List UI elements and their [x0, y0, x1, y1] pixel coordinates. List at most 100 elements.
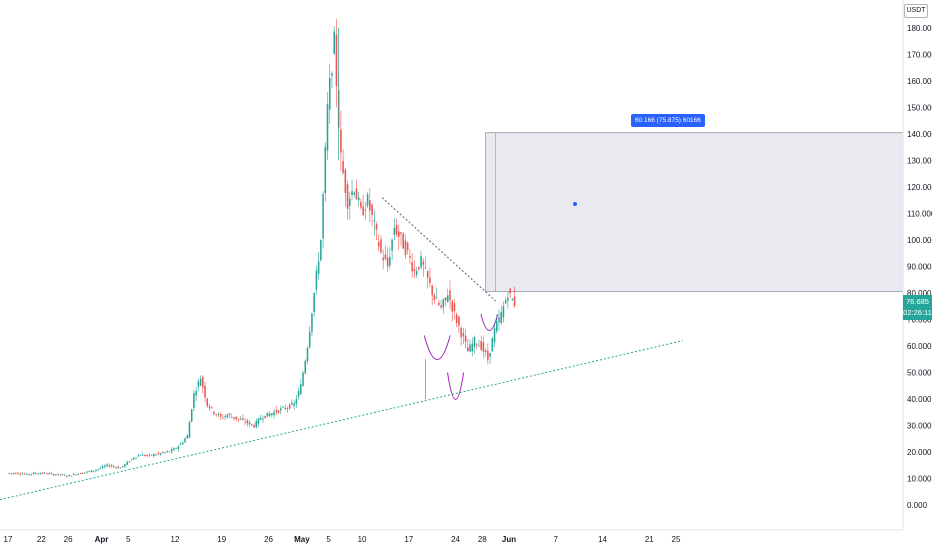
- price-tick-label: 100.000: [907, 236, 932, 245]
- candle-body: [19, 473, 22, 475]
- marker-dot[interactable]: [573, 202, 577, 206]
- candle-body: [431, 285, 433, 296]
- candle-body: [146, 454, 148, 456]
- currency-label[interactable]: USDT: [904, 4, 928, 18]
- candle-body: [295, 399, 298, 404]
- candle-body: [513, 296, 516, 307]
- candle-body: [12, 473, 15, 474]
- price-axis[interactable]: 0.000 10.000 20.000 30.000 40.000 50.000 60.00…: [907, 24, 932, 510]
- candle-body: [148, 454, 151, 456]
- candle-body: [480, 341, 482, 350]
- candle-body: [420, 255, 422, 268]
- candle-body: [213, 411, 215, 415]
- candle-body: [144, 454, 146, 457]
- candle-body: [37, 473, 39, 475]
- candle-body: [195, 391, 197, 396]
- candle-body: [141, 454, 144, 456]
- candle-body: [317, 261, 320, 274]
- candle-body: [291, 402, 293, 405]
- candle-body: [168, 451, 171, 453]
- candle-body: [197, 381, 200, 387]
- candle-body: [173, 448, 175, 451]
- candle-body: [215, 414, 217, 415]
- candle-body: [500, 312, 502, 324]
- candle-body: [253, 425, 255, 428]
- candle-body: [302, 372, 304, 386]
- time-tick-label: 26: [264, 535, 273, 544]
- candle-body: [84, 472, 86, 474]
- candle-body: [35, 473, 37, 474]
- time-tick-label: 7: [554, 535, 559, 544]
- candle-body: [112, 466, 115, 467]
- candle-body: [460, 328, 462, 338]
- candle-body: [101, 466, 104, 468]
- time-tick-label: 12: [171, 535, 180, 544]
- candle-body: [50, 472, 53, 474]
- candle-body: [364, 210, 367, 212]
- candle-body: [369, 200, 371, 211]
- candle-body: [77, 473, 79, 475]
- candle-body: [115, 467, 117, 469]
- candle-body: [413, 268, 416, 272]
- candle-body: [199, 378, 202, 386]
- candle-body: [159, 453, 162, 455]
- candle-body: [313, 292, 315, 313]
- candle-body: [32, 472, 35, 475]
- candle-body: [308, 331, 311, 348]
- candle-body: [266, 412, 269, 417]
- candle-body: [226, 414, 229, 418]
- candle-body: [464, 335, 467, 342]
- candle-body: [106, 464, 108, 467]
- candle-body: [435, 297, 438, 299]
- candle-body: [380, 239, 382, 253]
- candle-body: [304, 360, 307, 374]
- candle-body: [23, 473, 26, 475]
- candle-body: [271, 413, 273, 416]
- candle-body: [81, 473, 84, 474]
- price-tick-label: 70.000: [907, 316, 932, 325]
- candle-body: [222, 417, 224, 419]
- candle-body: [331, 73, 333, 76]
- candle-body: [75, 474, 77, 476]
- candle-body: [484, 350, 487, 353]
- candle-body: [451, 300, 453, 312]
- candle-body: [128, 461, 131, 463]
- candle-body: [277, 410, 280, 413]
- time-tick-label: 24: [451, 535, 460, 544]
- candle-body: [119, 467, 122, 469]
- candle-body: [487, 350, 489, 360]
- candle-body: [208, 406, 211, 409]
- candle-body: [377, 242, 380, 247]
- time-tick-label: 14: [598, 535, 607, 544]
- price-tick-label: 40.000: [907, 395, 932, 404]
- candle-body: [184, 438, 186, 443]
- candle-body: [150, 454, 153, 456]
- candle-body: [17, 472, 19, 474]
- candle-body: [72, 473, 75, 475]
- time-axis[interactable]: 17 22 26 Apr 5 12 19 26 May 5 10 17 24 28 Jun 7 14 21 25: [4, 535, 681, 544]
- candle-body: [262, 418, 264, 420]
- candle-body: [382, 257, 384, 261]
- candle-body: [384, 254, 387, 260]
- candle-body: [489, 352, 491, 357]
- measure-tool-label[interactable]: 60.166 (75.875) 60166: [631, 114, 705, 127]
- candle-body: [409, 255, 411, 258]
- shaded-price-range: [485, 132, 904, 293]
- price-tick-label: 180.000: [907, 24, 932, 33]
- time-tick-label: Apr: [95, 535, 109, 544]
- candle-body: [237, 418, 240, 420]
- candle-body: [244, 421, 246, 423]
- candle-body: [442, 299, 445, 308]
- candle-body: [264, 415, 266, 418]
- candle-body: [386, 257, 389, 267]
- price-tick-label: 150.000: [907, 104, 932, 113]
- candle-body: [246, 420, 249, 424]
- candle-body: [117, 466, 119, 469]
- candle-body: [288, 404, 291, 409]
- candle-body: [375, 224, 378, 230]
- time-tick-label: 5: [126, 535, 131, 544]
- price-tick-label: 50.000: [907, 369, 932, 378]
- time-tick-label: Jun: [502, 535, 516, 544]
- candle-body: [110, 465, 113, 467]
